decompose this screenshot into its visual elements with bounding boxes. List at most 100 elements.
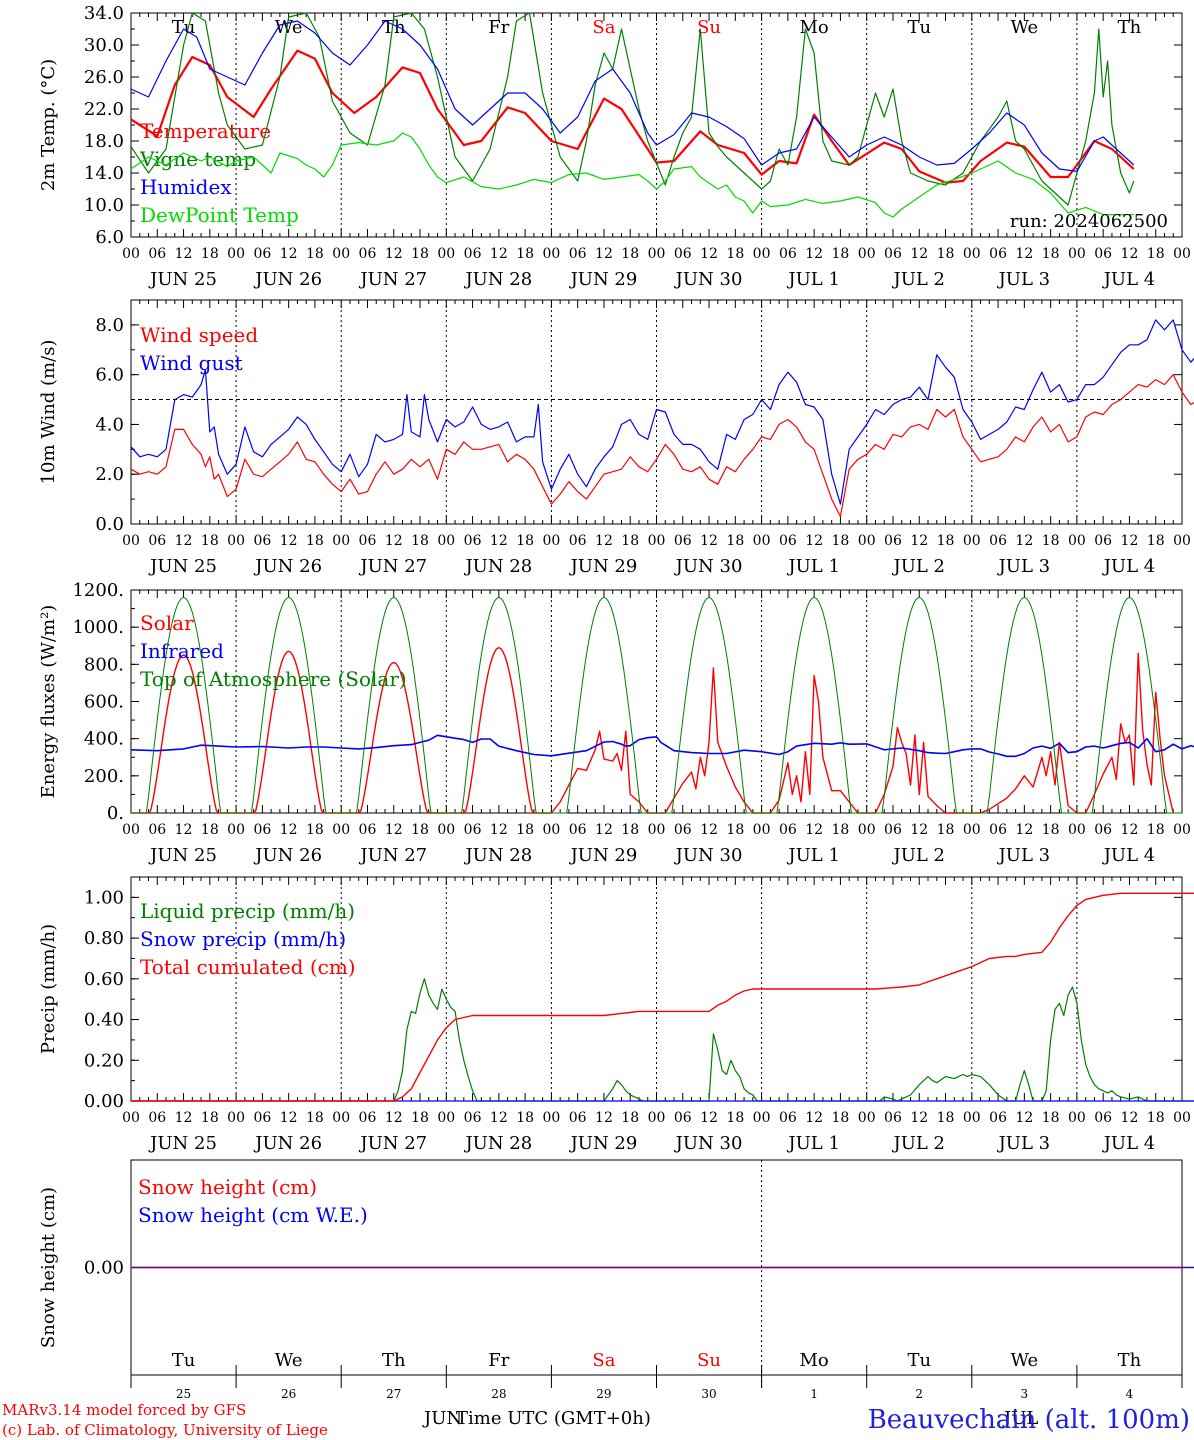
x-tick-label: 18 <box>411 822 429 838</box>
model-line: MARv3.14 model forced by GFS <box>2 1401 246 1419</box>
x-tick-label: 00 <box>963 1110 981 1126</box>
date-label: JUL 4 <box>1102 556 1156 577</box>
x-tick-label: 18 <box>306 822 324 838</box>
x-tick-label: 00 <box>332 822 350 838</box>
x-tick-label: 00 <box>542 1110 560 1126</box>
x-tick-label: 12 <box>805 533 823 549</box>
x-tick-label: 06 <box>359 533 377 549</box>
y-tick-label: 600. <box>84 692 124 713</box>
x-tick-label: 06 <box>779 533 797 549</box>
date-label: JUN 27 <box>358 556 427 577</box>
y-tick-label: 0.00 <box>84 1258 124 1279</box>
date-label: JUN 25 <box>148 269 217 290</box>
x-tick-label: 18 <box>201 246 219 262</box>
x-tick-label: 00 <box>1068 533 1086 549</box>
x-tick-label: 18 <box>726 1110 744 1126</box>
y-tick-label: 1200. <box>72 580 124 601</box>
weekday-label: We <box>1011 17 1039 38</box>
x-tick-label: 18 <box>937 822 955 838</box>
x-tick-label: 06 <box>464 246 482 262</box>
date-label: JUL 2 <box>891 556 945 577</box>
x-tick-label: 06 <box>674 246 692 262</box>
footer-day-number: 30 <box>701 1387 716 1401</box>
x-tick-label: 18 <box>306 246 324 262</box>
x-tick-label: 06 <box>148 246 166 262</box>
x-tick-label: 00 <box>1068 246 1086 262</box>
date-label: JUN 28 <box>463 1133 532 1154</box>
date-label: JUN 25 <box>148 1133 217 1154</box>
weekday-label: Tu <box>907 17 931 38</box>
x-tick-label: 06 <box>1094 1110 1112 1126</box>
x-tick-label: 18 <box>1042 822 1060 838</box>
x-tick-label: 00 <box>963 246 981 262</box>
x-tick-label: 00 <box>122 246 140 262</box>
x-tick-label: 06 <box>464 1110 482 1126</box>
x-tick-label: 18 <box>726 533 744 549</box>
date-label: JUN 26 <box>253 556 322 577</box>
x-tick-label: 18 <box>306 1110 324 1126</box>
x-tick-label: 06 <box>359 246 377 262</box>
series-line-top-of-atmosphere-solar- <box>131 596 1182 814</box>
footer-day-number: 27 <box>386 1387 401 1401</box>
y-axis-label: 2m Temp. (°C) <box>38 59 59 191</box>
x-tick-label: 00 <box>858 533 876 549</box>
x-tick-label: 12 <box>175 533 193 549</box>
x-tick-label: 00 <box>963 533 981 549</box>
x-tick-label: 18 <box>1042 1110 1060 1126</box>
y-axis-label: Energy fluxes (W/m²) <box>38 605 59 799</box>
footer-day-number: 29 <box>596 1387 611 1401</box>
date-label: JUN 27 <box>358 269 427 290</box>
x-tick-label: 00 <box>122 1110 140 1126</box>
x-tick-label: 12 <box>1015 533 1033 549</box>
panel-5: 0.00 Snow height (cm) Snow height (cm) Snow… <box>38 1159 1194 1388</box>
x-tick-label: 12 <box>385 246 403 262</box>
x-tick-label: 18 <box>621 246 639 262</box>
footer-weekday-label: Th <box>382 1350 406 1371</box>
date-label: JUN 30 <box>674 1133 743 1154</box>
x-tick-label: 00 <box>1068 1110 1086 1126</box>
x-tick-label: 12 <box>1121 533 1139 549</box>
legend-entry: Infrared <box>140 639 224 663</box>
x-tick-label: 12 <box>700 1110 718 1126</box>
panel-4: 0.00 0.20 0.40 0.60 0.80 1.00 Precip (mm/h) 00 0… <box>38 876 1194 1154</box>
footer: MARv3.14 model forced by GFS (c) Lab. of… <box>2 1350 1190 1439</box>
x-tick-label: 00 <box>437 533 455 549</box>
x-tick-label: 06 <box>359 1110 377 1126</box>
footer-weekday-label: Th <box>1118 1350 1142 1371</box>
x-tick-label: 00 <box>1173 246 1191 262</box>
x-tick-label: 00 <box>227 1110 245 1126</box>
series-line-infrared <box>130 734 1194 758</box>
x-tick-label: 12 <box>175 1110 193 1126</box>
x-tick-label: 12 <box>1015 246 1033 262</box>
legend-entry: Top of Atmosphere (Solar) <box>140 667 407 691</box>
x-tick-label: 18 <box>201 533 219 549</box>
date-label: JUN 28 <box>463 845 532 866</box>
x-tick-label: 18 <box>201 822 219 838</box>
date-label: JUN 27 <box>358 845 427 866</box>
footer-weekday-label: Sa <box>592 1350 615 1371</box>
date-label: JUN 30 <box>674 845 743 866</box>
y-tick-label: 1000. <box>72 617 124 638</box>
y-tick-label: 18.0 <box>84 131 124 152</box>
footer-weekday-label: We <box>275 1350 303 1371</box>
weekday-label: Tu <box>172 17 196 38</box>
date-label: JUL 4 <box>1102 269 1156 290</box>
x-tick-label: 12 <box>805 1110 823 1126</box>
panel-2: 0.0 2.0 4.0 6.0 8.0 10m Wind (m/s) 00 06 12 18 00 0… <box>38 299 1194 577</box>
x-tick-label: 12 <box>490 533 508 549</box>
x-tick-label: 06 <box>989 822 1007 838</box>
x-tick-label: 00 <box>648 1110 666 1126</box>
x-axis-label: Time UTC (GMT+0h) <box>456 1408 651 1429</box>
series-line-wind-gust <box>130 319 1194 505</box>
x-tick-label: 06 <box>148 1110 166 1126</box>
x-tick-label: 00 <box>648 533 666 549</box>
series-line-vigne-temp <box>130 12 1135 206</box>
x-tick-label: 06 <box>464 533 482 549</box>
x-tick-label: 18 <box>411 1110 429 1126</box>
x-tick-label: 06 <box>779 822 797 838</box>
date-label: JUN 29 <box>569 845 638 866</box>
x-tick-label: 06 <box>1094 246 1112 262</box>
x-tick-label: 00 <box>332 1110 350 1126</box>
date-label: JUN 26 <box>253 269 322 290</box>
